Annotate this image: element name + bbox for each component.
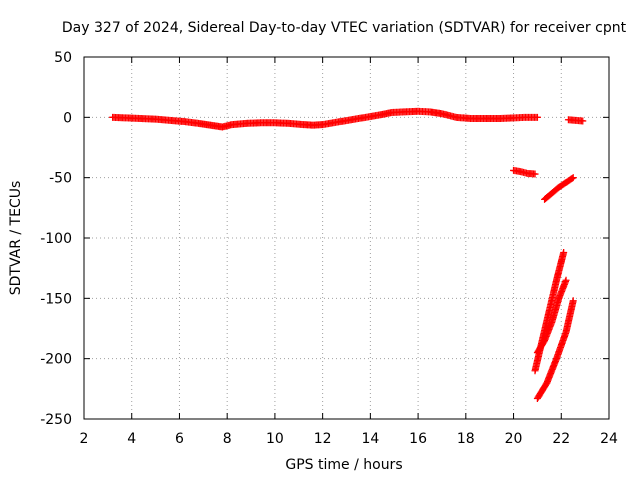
y-tick-label: -150	[40, 291, 72, 307]
data-point	[569, 174, 577, 182]
chart-title: Day 327 of 2024, Sidereal Day-to-day VTE…	[62, 20, 627, 36]
data-point	[560, 248, 568, 256]
x-tick-label: 16	[409, 431, 427, 447]
y-tick-label: 50	[54, 50, 72, 66]
y-tick-label: -250	[40, 412, 72, 428]
data-point	[531, 170, 539, 178]
y-tick-label: 0	[63, 110, 72, 126]
x-tick-label: 24	[600, 431, 618, 447]
x-tick-label: 2	[80, 431, 89, 447]
data-point	[533, 113, 541, 121]
ticks: 2 4 6 8 10 12 14 16 18 20 22 24500-50-100-150-200-2…	[40, 50, 618, 447]
x-tick-label: 6	[175, 431, 184, 447]
grid	[84, 57, 609, 419]
x-tick-label: 14	[361, 431, 379, 447]
x-tick-label: 8	[223, 431, 232, 447]
data-point	[579, 117, 587, 125]
x-tick-label: 4	[127, 431, 136, 447]
data-point	[569, 297, 577, 305]
x-tick-label: 12	[314, 431, 332, 447]
y-axis-label: SDTVAR / TECUs	[8, 181, 24, 296]
data-points	[109, 107, 587, 402]
x-tick-label: 10	[266, 431, 284, 447]
y-tick-label: -200	[40, 352, 72, 368]
x-tick-label: 20	[505, 431, 523, 447]
y-tick-label: -50	[49, 171, 72, 187]
y-tick-label: -100	[40, 231, 72, 247]
x-tick-label: 18	[457, 431, 475, 447]
plot-frame	[83, 56, 610, 420]
x-tick-label: 22	[552, 431, 570, 447]
x-axis-label: GPS time / hours	[285, 457, 402, 473]
data-point	[568, 174, 576, 182]
data-point	[562, 276, 570, 284]
